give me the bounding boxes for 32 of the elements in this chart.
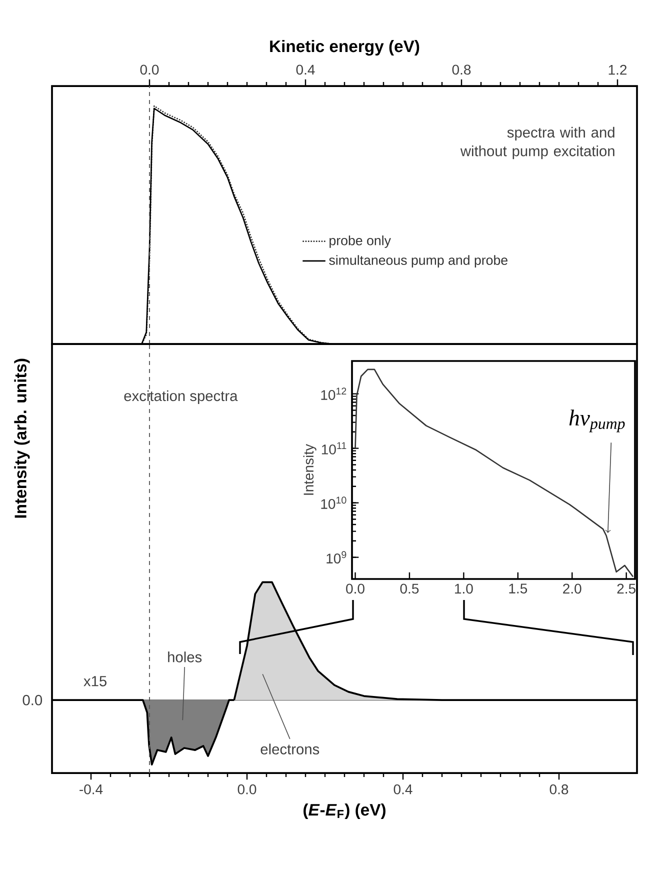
y-tick-label: 10$^{10}$ [321,496,346,509]
annotation: x15 [84,676,106,686]
x-tick-label: -0.4 [80,784,103,794]
x-axis-title: (E-E$_{F}$) (eV) [304,803,386,819]
x-tick-label: 0.8 [550,784,568,794]
text: 0.0 [22,694,42,706]
annotation: hν$_{pump}$ [569,410,625,432]
y-tick-label: 10$^{12}$ [321,388,346,400]
legend-label: simultaneous pump and probe [329,255,508,268]
x-tick-label: 1.2 [608,64,627,75]
text: excitation spectra [124,390,238,404]
y-tick-label: 10$^{11}$ [322,442,346,454]
text: holes [168,652,202,662]
x-tick-label: 0.4 [296,64,315,75]
x-tick-label: 0.4 [394,784,412,794]
x-tick-label: 1.0 [455,584,473,594]
x-tick-label: 2.5 [617,584,636,594]
x-tick-label: 0.0 [346,584,364,594]
x-tick-label: 2.0 [563,584,582,594]
x-tick-label: 0.0 [140,64,159,75]
y-axis-title: Intensity [303,444,316,495]
x-tick-label: 0.8 [452,64,471,75]
y-tick-label: 10$^{9}$ [326,551,346,564]
annotation: spectra with and without pump excitation [460,126,614,160]
y-axis-title: Intensity (arb. units) [14,358,30,518]
x-tick-label: 0.0 [238,784,256,794]
text: electrons [260,744,320,754]
x-tick-label: 1.5 [509,584,528,594]
legend-label: probe only [330,235,391,248]
line-series [354,368,634,578]
x-tick-label: 0.5 [400,584,419,594]
x-axis-title: Kinetic energy (eV) [270,40,420,56]
